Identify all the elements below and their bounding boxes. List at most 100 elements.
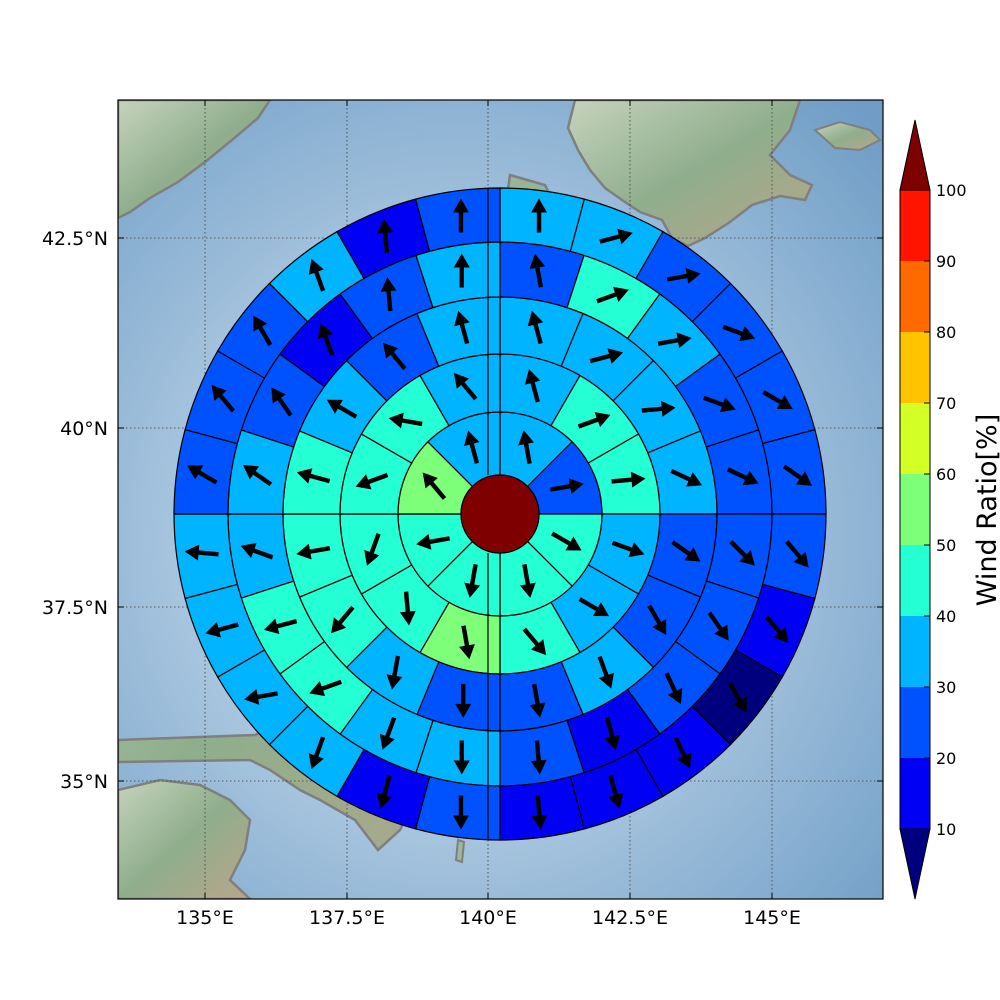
- wind-arrow: [379, 717, 397, 750]
- colorbar-bin: [900, 616, 930, 687]
- colorbar-bin: [900, 758, 930, 829]
- lon-tick-label: 142.5°E: [592, 907, 668, 929]
- wind-arrow: [317, 323, 335, 356]
- wind-arrow: [529, 253, 546, 288]
- wind-arrow: [524, 369, 541, 403]
- wind-arrow: [589, 348, 624, 364]
- colorbar-tick-label: 50: [936, 536, 956, 555]
- land-izu-islands: [454, 838, 466, 864]
- colorbar-over-triangle: [899, 119, 931, 191]
- wind-arrow: [529, 683, 546, 718]
- sector-ring5-11: [499, 775, 586, 841]
- wind-arrow: [452, 795, 469, 830]
- wind-arrow: [422, 472, 447, 500]
- wind-arrow: [455, 683, 472, 718]
- wind-arrow: [599, 228, 633, 245]
- wind-arrow: [657, 332, 692, 349]
- wind-arrow: [376, 775, 393, 809]
- sector-ring5-17: [173, 513, 239, 600]
- wind-arrow: [764, 615, 789, 643]
- wind-arrow: [453, 372, 478, 401]
- lon-tick-label: 135°E: [176, 907, 234, 929]
- wind-arrow: [253, 315, 273, 347]
- wind-arrow: [664, 672, 683, 705]
- land-kuril: [813, 120, 882, 152]
- land-hokkaido: [566, 100, 814, 248]
- colorbar-tick-label: 80: [936, 323, 956, 342]
- colorbar-bin: [900, 261, 930, 332]
- wind-arrow: [211, 385, 236, 413]
- wind-arrow: [187, 465, 218, 485]
- wind-arrow: [454, 310, 470, 345]
- lon-tick-label: 145°E: [743, 907, 801, 929]
- wind-arrow: [607, 775, 624, 809]
- wind-arrow: [762, 390, 793, 410]
- wind-arrow: [308, 736, 326, 770]
- wind-arrow: [729, 540, 755, 566]
- wind-arrow: [549, 478, 584, 495]
- wind-arrow: [518, 430, 534, 465]
- center-cell: [460, 474, 540, 554]
- colorbar-tick-label: 30: [936, 678, 956, 697]
- colorbar-bin: [900, 545, 930, 616]
- sector-ring5-0: [499, 187, 586, 253]
- wind-arrow: [309, 679, 342, 697]
- wind-arrow: [551, 531, 582, 551]
- wind-arrow: [459, 625, 475, 660]
- colorbar-bin: [900, 474, 930, 545]
- axis-ticks: [118, 100, 883, 899]
- colorbar-tick-label: 40: [936, 607, 956, 626]
- lon-tick-label: 137.5°E: [309, 907, 385, 929]
- wind-arrow: [703, 395, 736, 413]
- wind-arrow: [578, 597, 610, 617]
- wind-arrow: [205, 621, 239, 638]
- wind-arrow: [647, 604, 667, 636]
- wind-arrow: [244, 689, 278, 705]
- wind-arrow: [271, 387, 293, 417]
- wind-arrow: [671, 540, 701, 562]
- sector-ring5-6: [761, 513, 827, 600]
- lat-tick-label: 35°N: [60, 771, 108, 793]
- wind-arrow: [242, 464, 273, 487]
- land-korea: [118, 100, 272, 220]
- sector-ring5-18: [173, 428, 239, 515]
- wind-arrow: [355, 472, 389, 490]
- map-border: [117, 99, 884, 900]
- wind-arrow: [673, 736, 692, 769]
- wind-ratio-sectors: [173, 187, 827, 841]
- wind-arrow: [785, 540, 809, 568]
- wind-arrow: [399, 591, 416, 626]
- wind-arrow: [519, 563, 536, 598]
- wind-arrow: [377, 218, 394, 253]
- lon-tick-label: 140°E: [459, 907, 517, 929]
- wind-arrow: [596, 286, 629, 304]
- wind-arrow: [531, 198, 548, 233]
- wind-arrow: [308, 258, 326, 292]
- colorbar: 10 20 30 40 50 60 70 80 90 100: [899, 119, 967, 900]
- land-shikoku: [118, 778, 252, 899]
- wind-arrow: [388, 412, 423, 429]
- colorbar-title: Wind Ratio[%]: [972, 414, 1000, 606]
- colorbar-bin: [900, 687, 930, 758]
- sector-ring5-23: [414, 187, 501, 253]
- wind-arrow: [522, 627, 547, 656]
- wind-arrow: [604, 716, 621, 751]
- lat-tick-label: 37.5°N: [42, 597, 108, 619]
- colorbar-tick-label: 20: [936, 749, 956, 768]
- wind-arrow: [666, 268, 701, 284]
- wind-arrow: [577, 412, 611, 429]
- wind-arrow: [530, 740, 547, 775]
- wind-arrow: [184, 544, 219, 561]
- sector-ring5-12: [414, 775, 501, 841]
- wind-arrow: [263, 618, 298, 635]
- colorbar-tick-label: 60: [936, 465, 956, 484]
- wind-arrow: [296, 543, 331, 560]
- wind-arrow: [240, 543, 274, 560]
- wind-arrow: [707, 611, 729, 641]
- wind-arrow: [380, 277, 397, 312]
- wind-arrow: [726, 467, 759, 486]
- wind-arrows: [184, 198, 813, 830]
- wind-arrow: [453, 253, 470, 288]
- wind-arrow: [670, 468, 703, 487]
